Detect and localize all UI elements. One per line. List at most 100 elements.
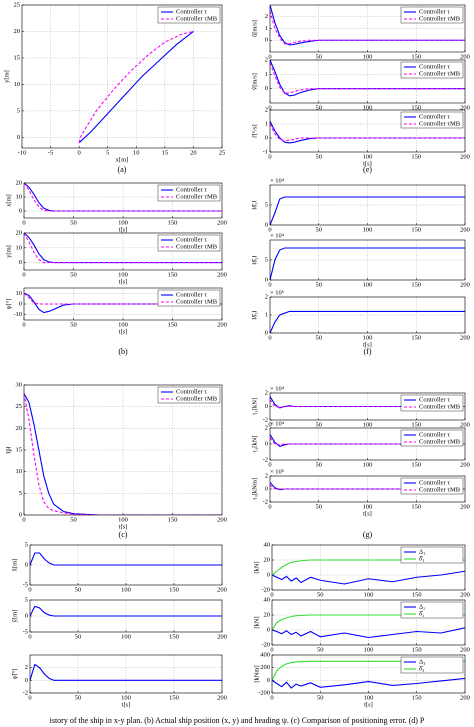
legend-label: Controller τ: [419, 113, 450, 120]
series-line: [30, 663, 222, 681]
y-tick-label: 5: [265, 256, 268, 263]
x-tick-label: 25: [219, 149, 226, 156]
y-tick-label: -2: [23, 689, 28, 696]
x-tick-label: 0: [22, 321, 25, 328]
x-tick-label: 0: [28, 586, 31, 593]
series-line: [270, 196, 465, 225]
x-tick-label: 200: [460, 461, 470, 468]
x-tick-label: 100: [363, 334, 373, 341]
legend-box: [157, 184, 221, 202]
legend-label: Controller τ: [419, 63, 450, 70]
panel-caption: (f): [364, 347, 372, 356]
axes-frame: [29, 599, 223, 633]
y-tick-label: 20: [14, 28, 21, 35]
x-axis-label: x[m]: [116, 156, 129, 163]
x-tick-label: 150: [412, 591, 422, 598]
axis-multiplier: × 10⁴: [270, 385, 285, 392]
legend-box: [400, 601, 464, 619]
x-tick-label: 200: [460, 503, 470, 510]
axes-frame: [23, 232, 223, 271]
x-tick-label: 100: [121, 633, 131, 640]
y-axis-label: [kN]: [253, 561, 260, 573]
x-tick-label: 0: [22, 219, 25, 226]
axis-multiplier: × 10⁵: [270, 289, 284, 296]
series-line: [24, 233, 222, 264]
y-tick-label: -1: [263, 148, 268, 155]
legend-box: [400, 6, 464, 24]
x-tick-label: 0: [268, 104, 271, 111]
y-tick-label: -2: [263, 456, 268, 463]
x-tick-label: 5: [106, 149, 109, 156]
legend-box: [400, 477, 464, 495]
y-tick-label: 0: [265, 37, 268, 44]
x-tick-label: 150: [411, 503, 421, 510]
x-axis-label: t[s]: [363, 341, 372, 348]
y-tick-label: 0: [265, 485, 268, 492]
x-tick-label: 0: [268, 281, 271, 288]
y-tick-label: 0: [25, 677, 28, 684]
legend-label: Controller τ: [176, 236, 207, 243]
x-tick-label: 100: [121, 586, 131, 593]
y-axis-label: y[m]: [5, 245, 12, 258]
series-line: [78, 30, 194, 143]
x-tick-label: 200: [460, 421, 470, 428]
x-tick-label: 150: [168, 271, 178, 278]
y-tick-label: 0: [25, 612, 28, 619]
y-tick-label: 2: [265, 106, 268, 113]
x-tick-label: 100: [364, 694, 374, 701]
x-tick-label: 100: [363, 53, 373, 60]
legend-box: [400, 429, 464, 447]
x-tick-label: 50: [316, 153, 323, 160]
y-tick-label: 0: [25, 561, 28, 568]
x-tick-label: 50: [316, 421, 323, 428]
x-tick-label: 200: [460, 153, 470, 160]
x-tick-label: 200: [217, 271, 227, 278]
x-tick-label: 100: [363, 226, 373, 233]
x-tick-label: 100: [364, 591, 374, 598]
x-axis-label: t[s]: [119, 226, 128, 233]
y-tick-label: 1: [265, 311, 268, 318]
legend-label: Controller τ: [176, 291, 207, 298]
x-tick-label: 200: [217, 219, 227, 226]
y-axis-label: ψ[°]: [5, 299, 12, 310]
x-tick-label: 150: [411, 153, 421, 160]
x-tick-label: 200: [217, 633, 227, 640]
x-tick-label: 0: [268, 153, 271, 160]
x-tick-label: 150: [169, 633, 179, 640]
x-tick-label: 200: [217, 694, 227, 701]
x-tick-label: 200: [460, 591, 470, 598]
legend-label: Controller τ: [176, 388, 207, 395]
y-axis-label: x[m]: [5, 194, 12, 207]
x-axis-label: t[s]: [363, 510, 372, 517]
x-tick-label: 50: [70, 321, 77, 328]
y-tick-label: 0: [265, 329, 268, 336]
y-tick-label: 5: [19, 490, 22, 497]
x-tick-label: 200: [460, 646, 470, 653]
x-tick-label: 100: [121, 694, 131, 701]
y-tick-label: 20: [16, 179, 23, 186]
x-tick-label: 50: [317, 694, 324, 701]
y-axis-label: τ₃[kNm]: [251, 478, 258, 500]
legend-box: [400, 394, 464, 412]
series-line: [272, 627, 465, 639]
y-tick-label: 40: [264, 596, 271, 603]
y-axis-label: y[m]: [3, 70, 10, 83]
axes-frame: [271, 544, 466, 591]
x-tick-label: 50: [316, 53, 323, 60]
y-tick-label: 20: [264, 611, 271, 618]
y-tick-label: 1: [265, 25, 268, 32]
y-axis-label: ỹ[m]: [11, 610, 18, 623]
series-line: [272, 570, 465, 585]
panel-caption: (b): [118, 347, 128, 356]
x-tick-label: 0: [22, 271, 25, 278]
y-tick-label: 0: [267, 626, 270, 633]
y-tick-label: -5: [23, 628, 28, 635]
legend-box: [157, 234, 221, 252]
y-tick-label: 0: [265, 85, 268, 92]
x-tick-label: 150: [411, 281, 421, 288]
x-tick-label: 50: [316, 461, 323, 468]
x-tick-label: 200: [217, 586, 227, 593]
y-tick-label: 20: [16, 425, 23, 432]
series-line: [24, 393, 222, 515]
y-tick-label: 10: [16, 244, 23, 251]
